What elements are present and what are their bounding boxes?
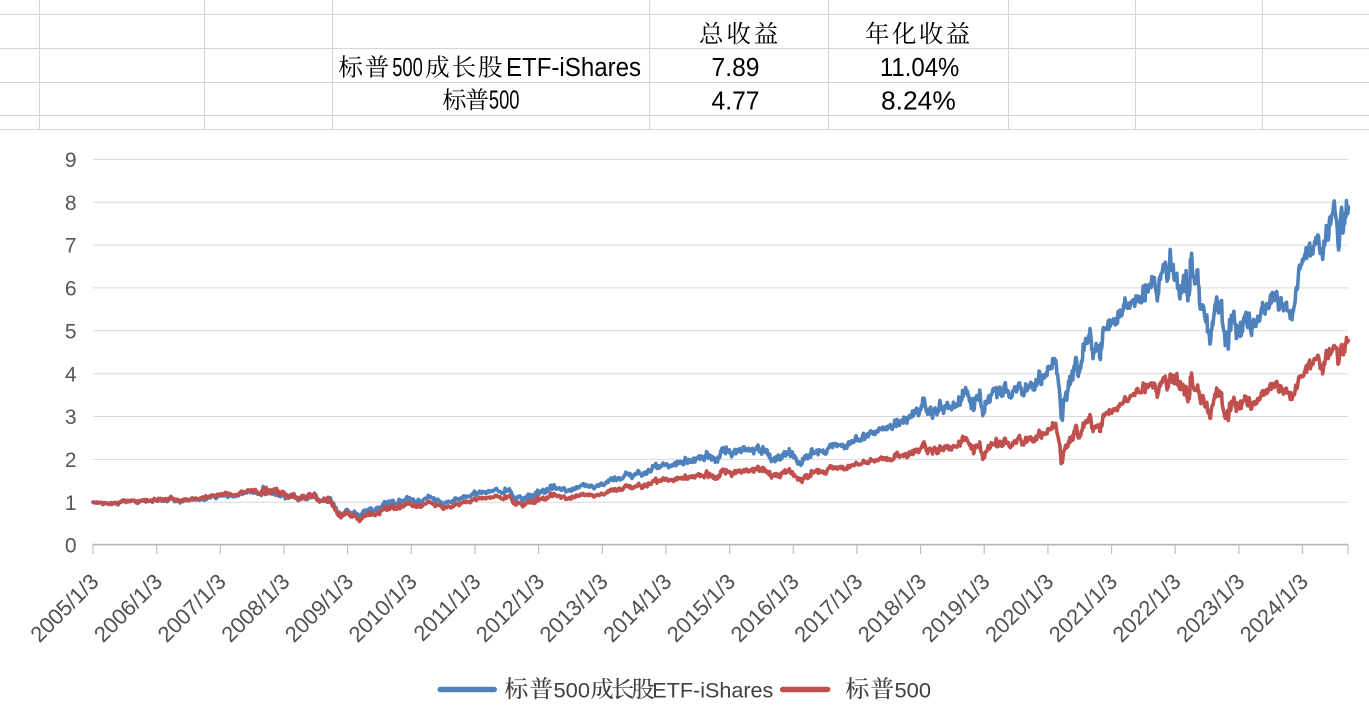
svg-text:6: 6 (65, 278, 77, 301)
svg-text:3: 3 (65, 406, 77, 429)
svg-text:500: 500 (895, 678, 932, 702)
svg-text:1: 1 (65, 492, 77, 515)
svg-text:11.04%: 11.04% (880, 54, 959, 82)
svg-text:7: 7 (65, 235, 77, 258)
svg-text:ETF-iShares: ETF-iShares (652, 679, 773, 702)
svg-text:8: 8 (65, 192, 77, 215)
svg-text:2: 2 (65, 449, 77, 472)
svg-text:500: 500 (392, 54, 423, 82)
svg-text:8.24%: 8.24% (881, 87, 956, 115)
svg-text:0: 0 (65, 535, 77, 558)
svg-text:7.89: 7.89 (712, 54, 760, 82)
svg-text:5: 5 (65, 320, 77, 343)
svg-text:ETF-iShares: ETF-iShares (506, 54, 641, 82)
svg-text:500: 500 (554, 678, 591, 702)
svg-text:4: 4 (65, 363, 77, 386)
svg-text:4.77: 4.77 (712, 87, 760, 115)
svg-text:9: 9 (65, 149, 77, 172)
svg-text:500: 500 (489, 86, 520, 114)
